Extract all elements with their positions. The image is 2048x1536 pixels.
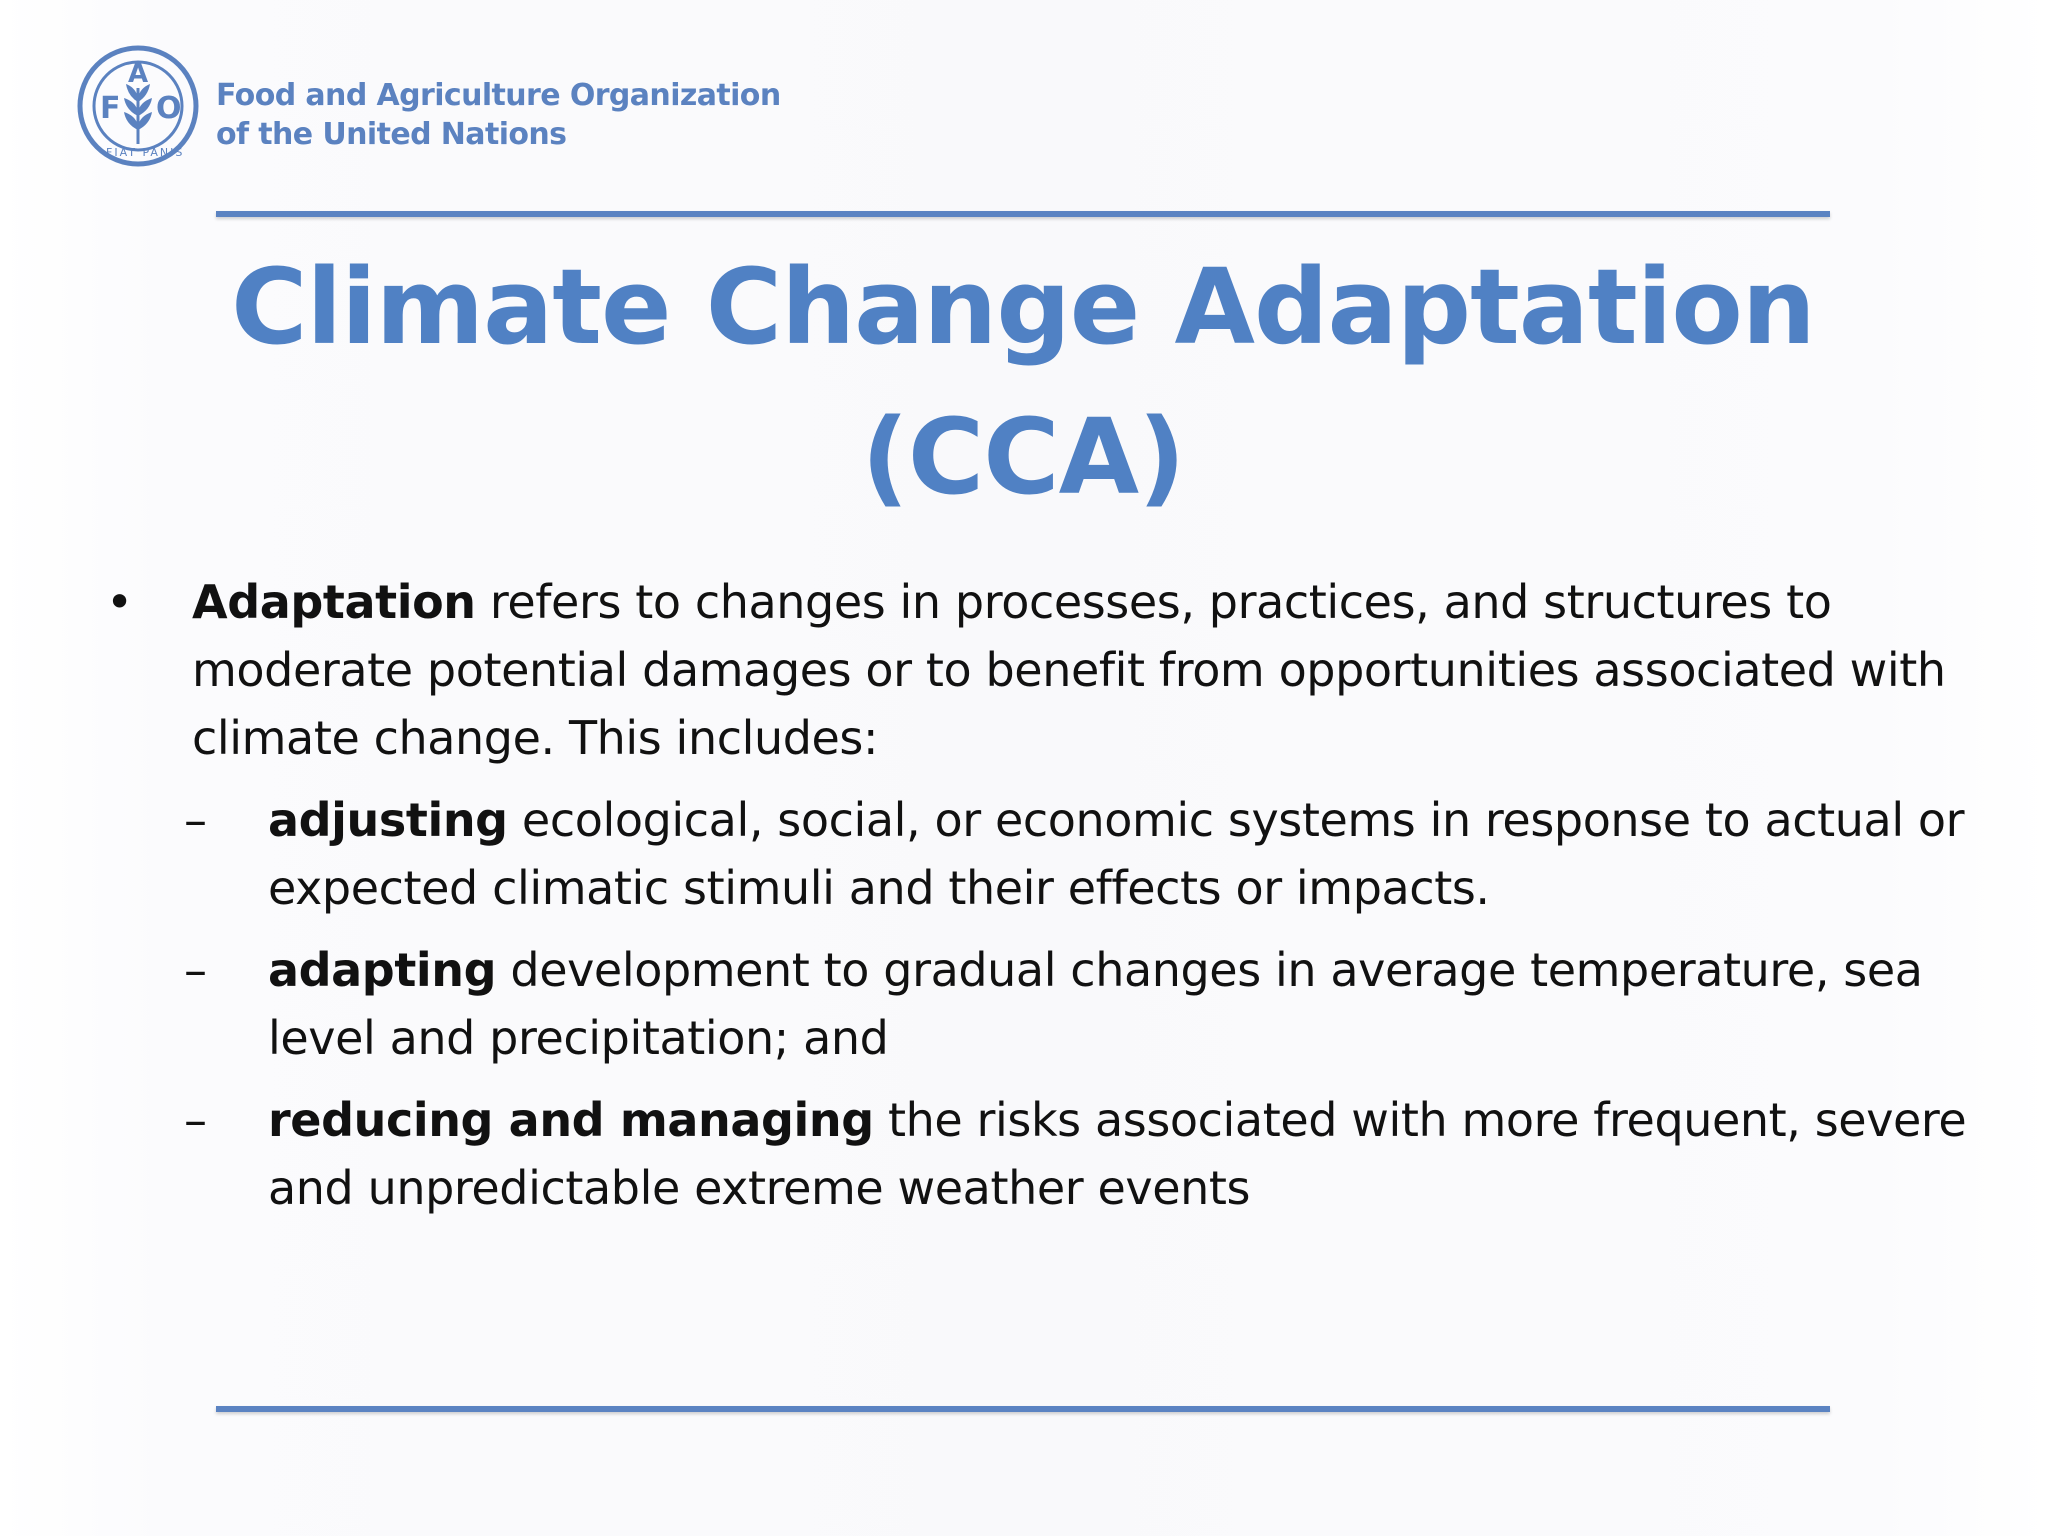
bottom-divider [216,1406,1830,1412]
sub-item-text: the risks associated with more frequent,… [268,1093,1967,1215]
top-divider [216,211,1830,217]
slide-title-line1: Climate Change Adaptation [231,246,1816,368]
sub-item-bold-term: adjusting [268,793,508,847]
dash-symbol: – [184,943,207,997]
slide-title-line2: (CCA) [861,396,1185,518]
sub-list-item: – adapting development to gradual change… [104,936,2028,1072]
logo-letter-o: O [156,91,182,126]
logo-letter-f: F [100,91,121,126]
slide-title: Climate Change Adaptation (CCA) [216,232,1830,532]
fao-emblem-icon: F A O FIAT PANIS [77,45,199,167]
bullet-bold-term: Adaptation [192,575,476,629]
sub-item-text: development to gradual changes in averag… [268,943,1923,1065]
sub-list-item: – adjusting ecological, social, or econo… [104,786,2028,922]
logo-motto: FIAT PANIS [106,146,184,159]
slide-body: • Adaptation refers to changes in proces… [104,568,1967,1222]
sub-item-text: ecological, social, or economic systems … [268,793,1965,915]
dash-symbol: – [184,793,207,847]
bullet-description: refers to changes in processes, practice… [192,575,1946,765]
dash-symbol: – [184,1093,207,1147]
bullet-text: Adaptation refers to changes in processe… [192,568,1962,772]
logo-letter-a: A [128,59,148,89]
sub-item-bold-term: reducing and managing [268,1093,874,1147]
sub-list-item: – reducing and managing the risks associ… [104,1086,2028,1222]
organization-name-line1: Food and Agriculture Organization [216,78,781,113]
bullet-symbol: • [106,575,133,629]
bullet-item: • Adaptation refers to changes in proces… [104,568,1946,772]
organization-name: Food and Agriculture Organization of the… [216,76,781,154]
sub-item-bold-term: adapting [268,943,497,997]
organization-name-line2: of the United Nations [216,117,567,152]
